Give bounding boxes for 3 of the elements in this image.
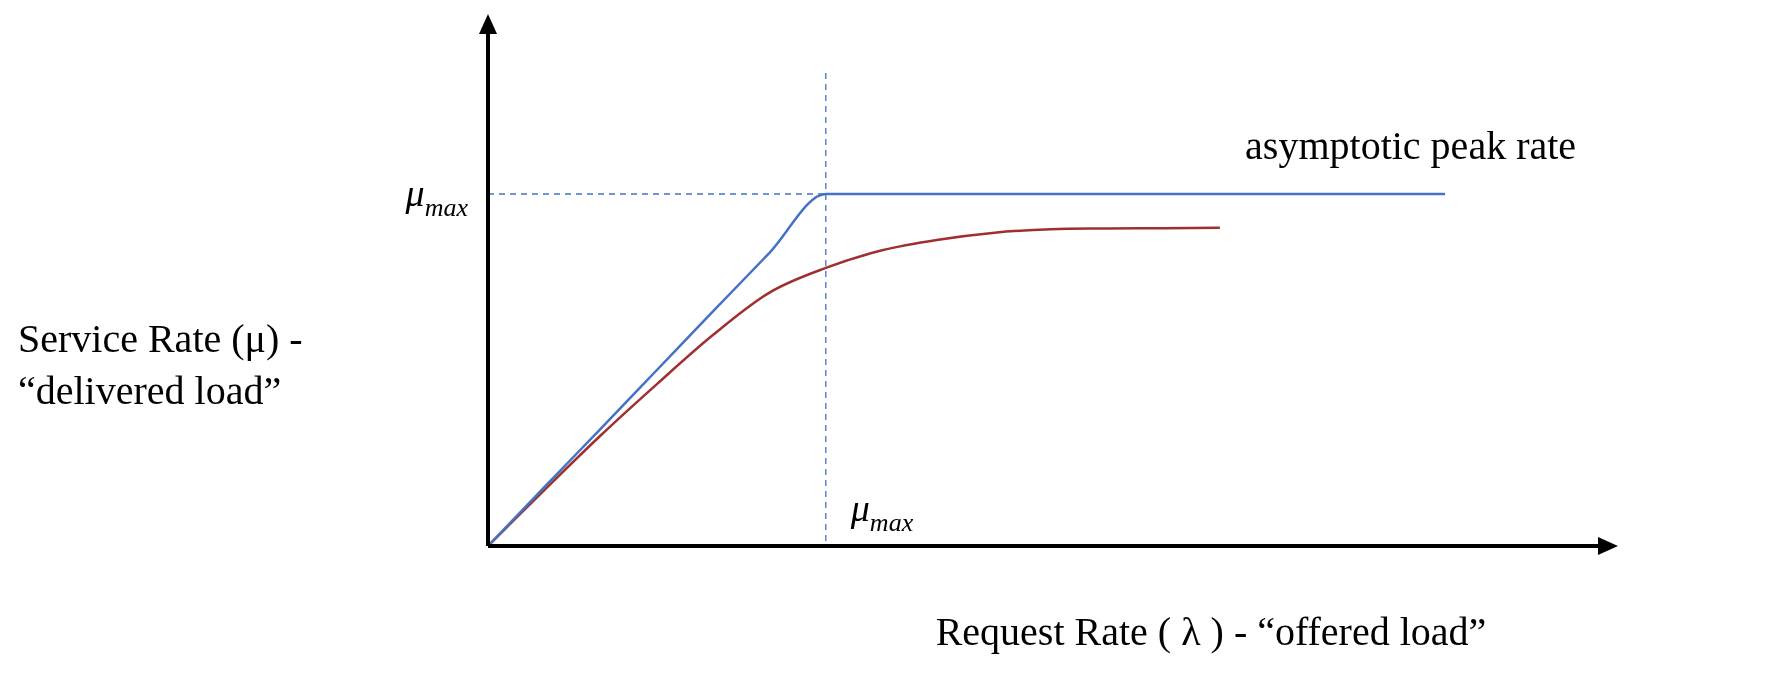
y-axis-title: Service Rate (μ) - “delivered load” [18, 315, 303, 415]
x-axis-title: Request Rate ( λ ) - “offered load” [934, 608, 1488, 655]
text: asymptotic peak rate [1245, 122, 1577, 169]
